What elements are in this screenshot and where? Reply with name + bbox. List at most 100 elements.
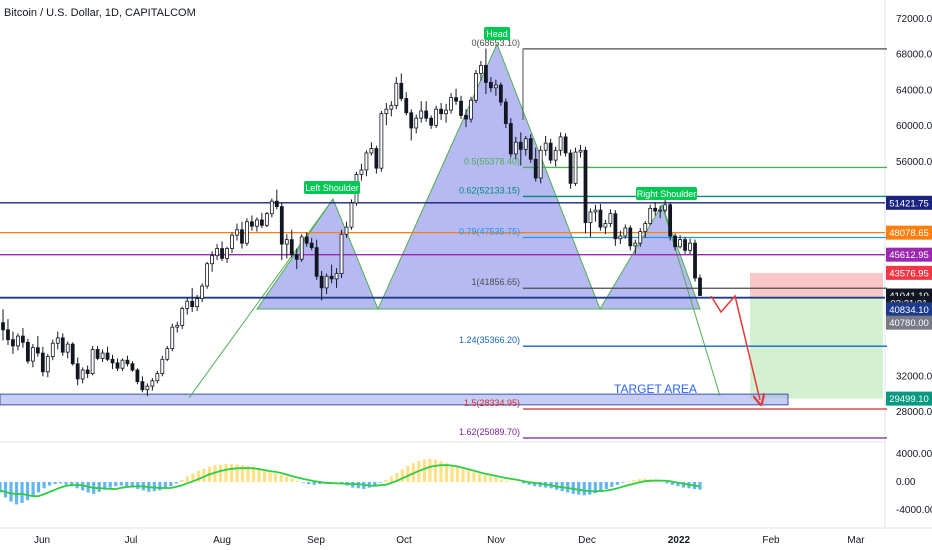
time-axis: Jun Jul Aug Sep Oct Nov Dec 2022 Feb Mar	[34, 535, 865, 546]
grid-layer	[0, 0, 932, 529]
candle-body	[1, 322, 5, 331]
price-tag-bg	[886, 247, 932, 262]
oscillator-bar	[307, 482, 311, 485]
oscillator-pane	[0, 458, 702, 505]
time-tick-label: Aug	[213, 535, 231, 546]
oscillator-bar	[158, 482, 162, 491]
oscillator-bar	[14, 482, 19, 505]
candle-body	[538, 149, 543, 179]
candle-body	[190, 300, 195, 308]
candle-body	[264, 213, 269, 226]
oscillator-bar	[97, 482, 101, 492]
oscillator-bar	[130, 482, 134, 488]
candle-body	[364, 152, 369, 171]
oscillator-bar	[64, 482, 68, 485]
oscillator-bar	[196, 470, 201, 482]
oscillator-bar	[422, 459, 427, 482]
candle-body	[11, 339, 15, 347]
candle-body	[225, 248, 229, 259]
candle-body	[100, 352, 105, 359]
zones-layer	[0, 272, 883, 406]
oscillator-bar	[36, 482, 41, 493]
candle-body	[678, 239, 682, 248]
candle-body	[70, 343, 75, 365]
oscillator-bar	[235, 464, 239, 482]
candle-body	[95, 349, 100, 359]
oscillator-bar	[621, 482, 625, 483]
oscillator-bar	[257, 468, 261, 482]
candle-body	[155, 373, 160, 382]
fib-level-label: 0(68653.10)	[471, 38, 520, 48]
candle-body	[120, 359, 125, 369]
candle-body	[135, 369, 140, 383]
candle-body	[230, 234, 234, 249]
candle-body	[150, 380, 155, 387]
candle-body	[289, 239, 294, 256]
candle-body	[235, 229, 239, 236]
left-shoulder-label-bg	[304, 181, 360, 194]
oscillator-bar	[262, 470, 267, 482]
oscillator-bar	[218, 464, 223, 482]
stop-loss-zone	[750, 272, 883, 298]
oscillator-bar	[593, 482, 597, 494]
oscillator-bar	[312, 482, 316, 485]
oscillator-bar	[472, 472, 476, 482]
oscillator-bar	[103, 482, 107, 490]
candle-body	[369, 148, 374, 154]
candle-body	[414, 117, 419, 129]
oscillator-bar	[488, 476, 493, 482]
price-tag-label: 45612.95	[889, 250, 929, 261]
candle-body	[344, 226, 349, 235]
candle-body	[25, 341, 30, 362]
oscillator-bar	[637, 479, 641, 482]
candle-body	[394, 82, 399, 107]
candle-body	[80, 369, 85, 380]
price-axis: 72000.00 68000.00 64000.00 60000.00 56000.00…	[886, 14, 932, 516]
candle-body	[663, 204, 668, 211]
candle-body	[220, 248, 224, 259]
oscillator-bar	[527, 482, 531, 485]
oscillator-bar	[406, 465, 410, 482]
candle-body	[274, 200, 279, 207]
oscillator-bar	[681, 482, 686, 488]
oscillator-tick-label: -4000.00	[896, 505, 932, 516]
oscillator-bar	[20, 482, 24, 503]
candle-body	[75, 363, 80, 380]
candle-body	[693, 242, 697, 279]
oscillator-bar	[290, 478, 294, 482]
time-tick-label: Oct	[396, 535, 412, 546]
price-tag-bg	[886, 391, 932, 406]
oscillator-bar	[670, 482, 675, 485]
oscillator-bar	[273, 473, 278, 482]
candle-body	[255, 219, 259, 227]
candle-body	[503, 101, 508, 124]
candle-body	[50, 342, 55, 358]
price-tag-bg	[886, 225, 932, 240]
candle-body	[449, 97, 453, 111]
candle-body	[588, 211, 593, 224]
candle-body	[45, 356, 50, 373]
time-tick-label: Jun	[34, 535, 50, 546]
oscillator-bar	[251, 466, 256, 482]
oscillator-bar	[279, 475, 283, 482]
candle-body	[90, 349, 95, 374]
candle-body	[200, 285, 205, 299]
candle-body	[30, 347, 35, 362]
candle-body	[160, 358, 165, 374]
fib-level-label: 1.24(35366.20)	[459, 335, 520, 345]
candle-body	[115, 362, 120, 369]
time-tick-label: Sep	[307, 535, 325, 546]
oscillator-bar	[3, 482, 8, 498]
oscillator-bar	[191, 473, 195, 482]
candle-body	[479, 65, 483, 74]
time-tick-label: Feb	[762, 535, 780, 546]
left-shoulder-label: Left Shoulder	[305, 183, 359, 193]
oscillator-bar	[0, 482, 2, 493]
oscillator-bar	[31, 482, 35, 497]
oscillator-bar	[318, 482, 322, 485]
candle-body	[573, 151, 578, 184]
candle-body	[683, 239, 687, 251]
candle-body	[484, 65, 488, 83]
oscillator-bar	[604, 482, 608, 489]
